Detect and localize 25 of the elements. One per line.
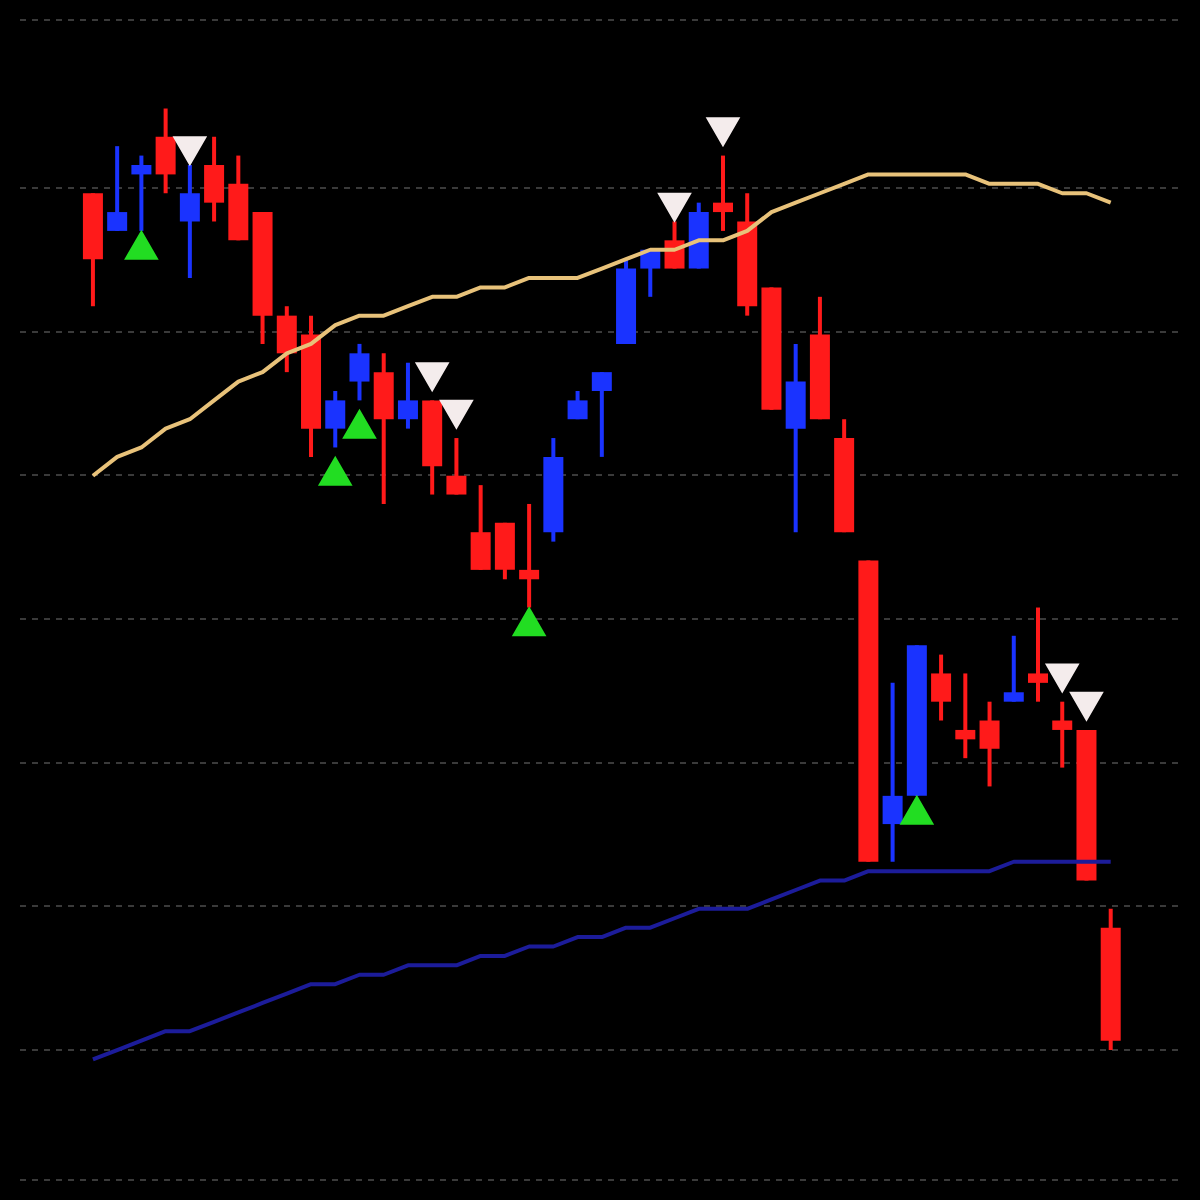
- candlestick: [349, 341, 370, 403]
- candlestick: [397, 360, 418, 431]
- candlestick: [155, 106, 176, 196]
- candlestick: [179, 163, 200, 280]
- candlestick: [955, 671, 976, 761]
- candlestick: [1003, 633, 1024, 704]
- candlestick: [1028, 605, 1049, 704]
- candlestick: [519, 501, 540, 610]
- candlestick: [470, 483, 491, 572]
- candlestick: [1052, 699, 1073, 770]
- candlestick: [785, 341, 806, 535]
- candlestick: [131, 153, 152, 233]
- candlestick: [882, 680, 903, 864]
- candlestick: [446, 436, 467, 497]
- candlestick: [494, 520, 515, 582]
- candlestick: [567, 388, 588, 422]
- candlestick: [204, 134, 225, 224]
- candlestick: [276, 304, 297, 375]
- candlestick: [712, 153, 733, 233]
- candlestick: [591, 370, 612, 459]
- candlestick: [373, 351, 394, 506]
- candlestick: [107, 144, 128, 233]
- candlestick: [325, 388, 346, 450]
- candlestick: [931, 652, 952, 723]
- candlestick: [979, 699, 1000, 789]
